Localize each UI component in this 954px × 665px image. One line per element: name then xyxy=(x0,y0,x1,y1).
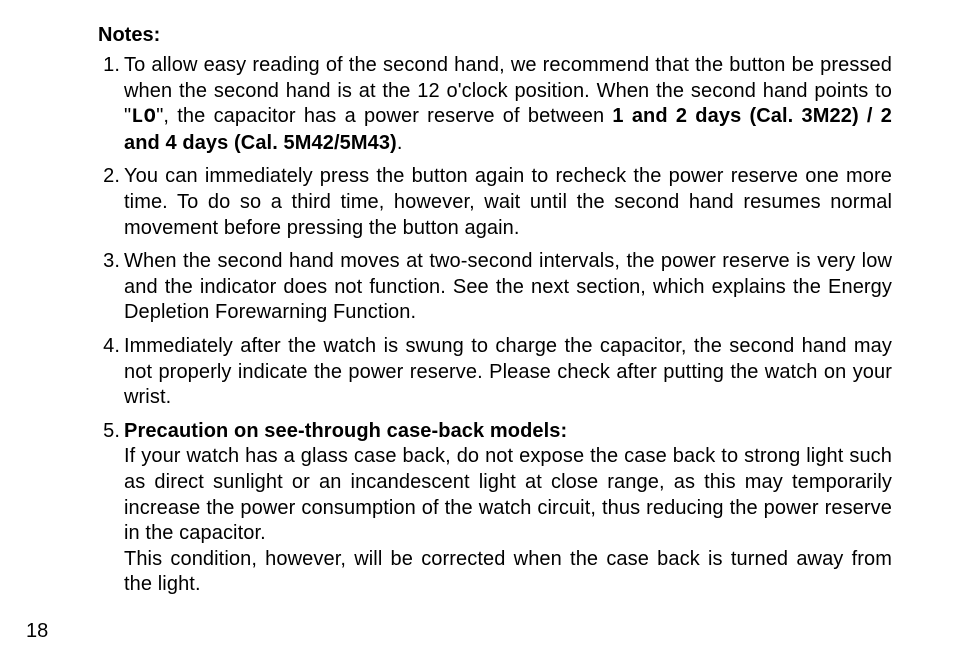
notes-list: 1. To allow easy reading of the second h… xyxy=(62,53,892,598)
note-item-1: 1. To allow easy reading of the second h… xyxy=(98,53,892,156)
note-item-4: 4. Immediately after the watch is swung … xyxy=(98,334,892,411)
note-number: 5. xyxy=(98,419,120,445)
note-item-5: 5. Precaution on see-through case-back m… xyxy=(98,419,892,598)
note-text-run: If your watch has a glass case back, do … xyxy=(124,445,892,544)
notes-heading: Notes: xyxy=(98,24,892,47)
page-number: 18 xyxy=(26,620,48,643)
note-item-2: 2. You can immediately press the button … xyxy=(98,164,892,241)
note-text-run-bold: Precaution on see-through case-back mode… xyxy=(124,420,567,442)
note-subpara: Precaution on see-through case-back mode… xyxy=(124,419,892,445)
note-subpara: This condition, however, will be correct… xyxy=(124,547,892,598)
note-number: 4. xyxy=(98,334,120,360)
note-text-run-lo: LO xyxy=(131,106,156,129)
note-text-run: Immediately after the watch is swung to … xyxy=(124,335,892,408)
note-text-run: You can immediately press the button aga… xyxy=(124,165,892,238)
note-text-run: When the second hand moves at two-second… xyxy=(124,250,892,323)
note-number: 3. xyxy=(98,249,120,275)
note-text-run: . xyxy=(397,132,403,154)
note-subpara: If your watch has a glass case back, do … xyxy=(124,444,892,546)
note-number: 1. xyxy=(98,53,120,79)
document-page: Notes: 1. To allow easy reading of the s… xyxy=(0,0,954,665)
note-item-3: 3. When the second hand moves at two-sec… xyxy=(98,249,892,326)
note-text-run: This condition, however, will be correct… xyxy=(124,548,892,596)
note-number: 2. xyxy=(98,164,120,190)
note-text-run: ", the capacitor has a power reserve of … xyxy=(156,105,612,127)
